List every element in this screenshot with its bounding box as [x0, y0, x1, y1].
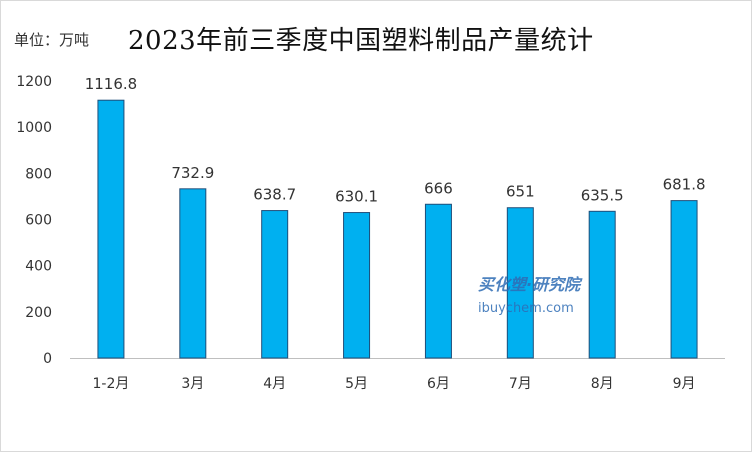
x-tick-label: 4月: [263, 376, 286, 392]
bar: [424, 203, 452, 359]
bar: [588, 210, 616, 359]
x-tick-label: 1-2月: [93, 376, 130, 392]
bar: [179, 188, 207, 359]
x-tick-label: 9月: [673, 376, 696, 392]
bar: [261, 210, 289, 359]
bar: [97, 99, 125, 359]
x-tick-label: 7月: [509, 376, 532, 392]
y-tick-label: 1000: [16, 120, 52, 136]
bar: [343, 212, 371, 359]
unit-label: 单位：万吨: [14, 31, 90, 49]
y-tick-label: 400: [25, 259, 52, 275]
x-tick-label: 8月: [591, 376, 614, 392]
y-tick-label: 200: [25, 305, 52, 321]
data-label: 651: [506, 183, 535, 201]
x-tick-label: 5月: [345, 376, 368, 392]
y-tick-label: 600: [25, 213, 52, 229]
bar: [506, 207, 534, 359]
data-label: 681.8: [663, 176, 706, 194]
watermark-text: 买化塑·研究院: [478, 275, 583, 294]
data-label: 1116.8: [85, 75, 138, 93]
watermark-url: ibuychem.com: [478, 301, 574, 316]
x-tick-label: 3月: [181, 376, 204, 392]
chart-title: 2023年前三季度中国塑料制品产量统计: [128, 26, 594, 56]
data-label: 666: [424, 179, 453, 197]
data-label: 732.9: [171, 164, 214, 182]
data-label: 638.7: [253, 186, 296, 204]
x-tick-label: 6月: [427, 376, 450, 392]
data-label: 635.5: [581, 186, 624, 204]
y-tick-label: 800: [25, 166, 52, 182]
data-label: 630.1: [335, 188, 378, 206]
y-tick-label: 1200: [16, 74, 52, 90]
y-tick-label: 0: [43, 351, 52, 367]
bar: [670, 200, 698, 359]
